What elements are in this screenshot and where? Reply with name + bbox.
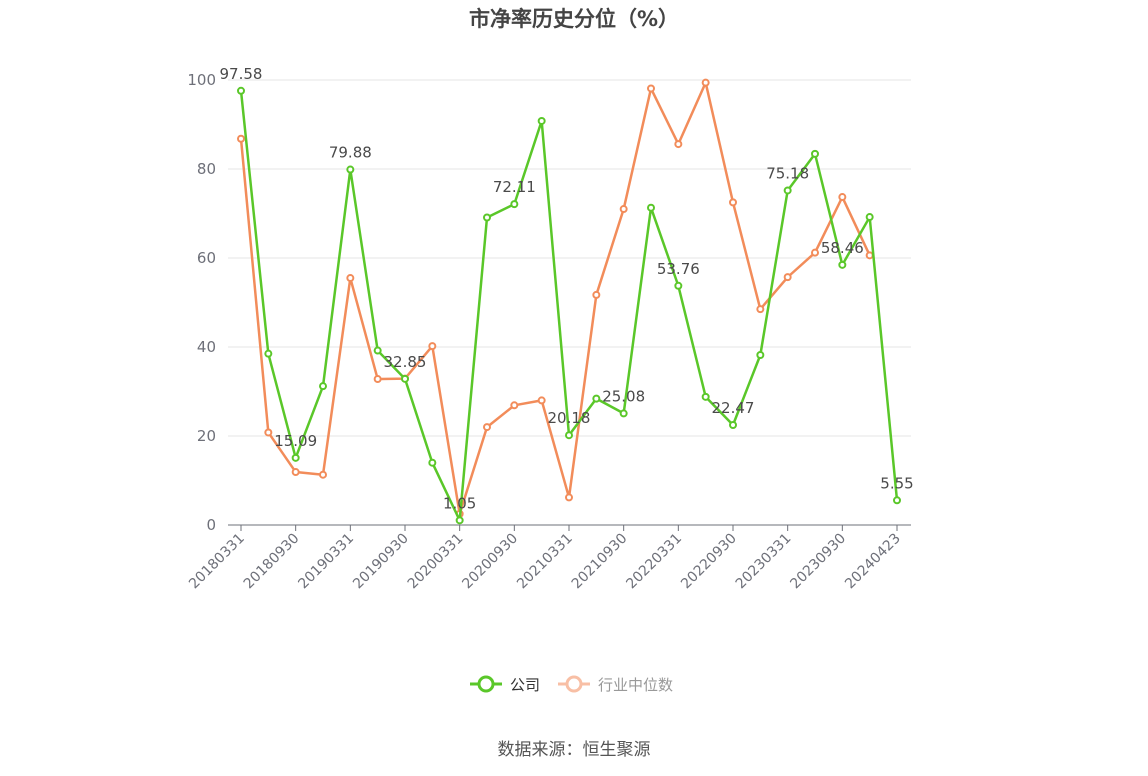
- chart-title: 市净率历史分位（%）: [469, 7, 679, 31]
- x-tick-label: 20190331: [295, 531, 357, 593]
- data-point: [592, 394, 601, 403]
- data-label: 53.76: [657, 260, 700, 278]
- data-point: [811, 149, 819, 158]
- data-point: [319, 470, 327, 479]
- data-label: 32.85: [384, 353, 427, 371]
- data-label: 25.08: [602, 387, 645, 405]
- data-point: [346, 274, 355, 283]
- data-point: [729, 198, 737, 207]
- y-tick-label: 20: [197, 427, 216, 445]
- legend-marker-industry: [565, 675, 583, 693]
- x-tick-label: 20180930: [241, 531, 303, 593]
- data-point: [783, 273, 792, 282]
- data-point: [319, 382, 327, 391]
- data-point: [291, 453, 300, 462]
- y-tick-label: 40: [197, 338, 216, 356]
- x-tick-label: 20210930: [569, 531, 631, 593]
- data-label: 79.88: [329, 144, 372, 162]
- data-point: [510, 401, 519, 410]
- x-tick-label: 20230331: [733, 531, 795, 593]
- data-point: [483, 213, 491, 222]
- data-label: 15.09: [274, 432, 317, 450]
- data-point: [756, 351, 765, 360]
- legend-marker-company: [477, 675, 495, 693]
- legend-label-industry: 行业中位数: [598, 676, 673, 694]
- data-point: [537, 116, 546, 125]
- data-source: 数据来源：恒生聚源: [498, 740, 651, 760]
- x-tick-label: 20210331: [514, 531, 576, 593]
- data-point: [756, 305, 765, 314]
- x-tick-label: 20230930: [787, 531, 849, 593]
- data-point: [401, 374, 409, 383]
- x-tick-label: 20190930: [350, 531, 412, 593]
- data-point: [565, 493, 573, 502]
- data-point: [701, 78, 710, 87]
- data-label: 97.58: [220, 65, 263, 83]
- series-layer: [237, 78, 901, 525]
- data-point: [783, 186, 792, 195]
- data-point: [838, 260, 847, 269]
- data-label: 58.46: [821, 239, 864, 257]
- data-point: [674, 140, 683, 149]
- x-tick-label: 20200331: [405, 531, 467, 593]
- data-point: [237, 134, 245, 143]
- data-point: [647, 84, 655, 93]
- data-point: [647, 203, 655, 212]
- y-axis-ticks: 0 20 40 60 80 100: [187, 71, 216, 534]
- data-point: [674, 281, 683, 290]
- x-axis-ticks: 2018033120180930201903312019093020200331…: [186, 525, 904, 592]
- y-tick-label: 100: [187, 71, 216, 89]
- data-point: [565, 431, 573, 440]
- x-tick-label: 20220930: [678, 531, 740, 593]
- data-point: [264, 349, 273, 358]
- x-tick-label: 20180331: [186, 531, 248, 593]
- data-point: [865, 213, 874, 222]
- data-label: 72.11: [493, 178, 536, 196]
- legend-item-industry[interactable]: 行业中位数: [558, 675, 673, 694]
- data-point: [428, 458, 437, 467]
- y-tick-label: 0: [206, 516, 216, 534]
- data-point: [893, 496, 901, 505]
- legend-item-company[interactable]: 公司: [470, 675, 540, 694]
- data-label: 1.05: [443, 494, 476, 512]
- y-tick-label: 80: [197, 160, 216, 178]
- data-point: [483, 423, 491, 432]
- data-point: [264, 428, 273, 437]
- data-label: 20.18: [548, 409, 591, 427]
- data-label: 75.18: [766, 164, 809, 182]
- data-point: [510, 200, 519, 209]
- data-point: [291, 468, 300, 477]
- series-line: [239, 81, 871, 516]
- data-point: [838, 193, 847, 202]
- data-point: [592, 290, 601, 299]
- data-point: [455, 516, 464, 525]
- data-labels: 97.58 15.09 79.88 32.85 1.05 72.11 20.18 25.08 5…: [220, 65, 914, 513]
- data-point: [619, 409, 628, 418]
- data-point: [619, 205, 628, 214]
- data-point: [373, 375, 382, 384]
- data-point: [537, 396, 546, 405]
- data-point: [373, 346, 382, 355]
- data-point: [701, 392, 710, 401]
- data-point: [346, 165, 355, 174]
- x-tick-label: 20200930: [459, 531, 521, 593]
- x-tick-label: 20220331: [623, 531, 685, 593]
- series-company: [237, 86, 901, 525]
- data-point: [865, 251, 874, 260]
- data-point: [428, 342, 437, 351]
- data-label: 22.47: [712, 399, 755, 417]
- legend: 公司 行业中位数: [470, 675, 673, 694]
- data-point: [811, 248, 819, 257]
- legend-label-company: 公司: [510, 676, 540, 694]
- data-point: [237, 86, 245, 95]
- data-point: [729, 421, 737, 430]
- x-tick-label: 20240423: [842, 531, 904, 593]
- y-tick-label: 60: [197, 249, 216, 267]
- data-label: 5.55: [880, 474, 913, 492]
